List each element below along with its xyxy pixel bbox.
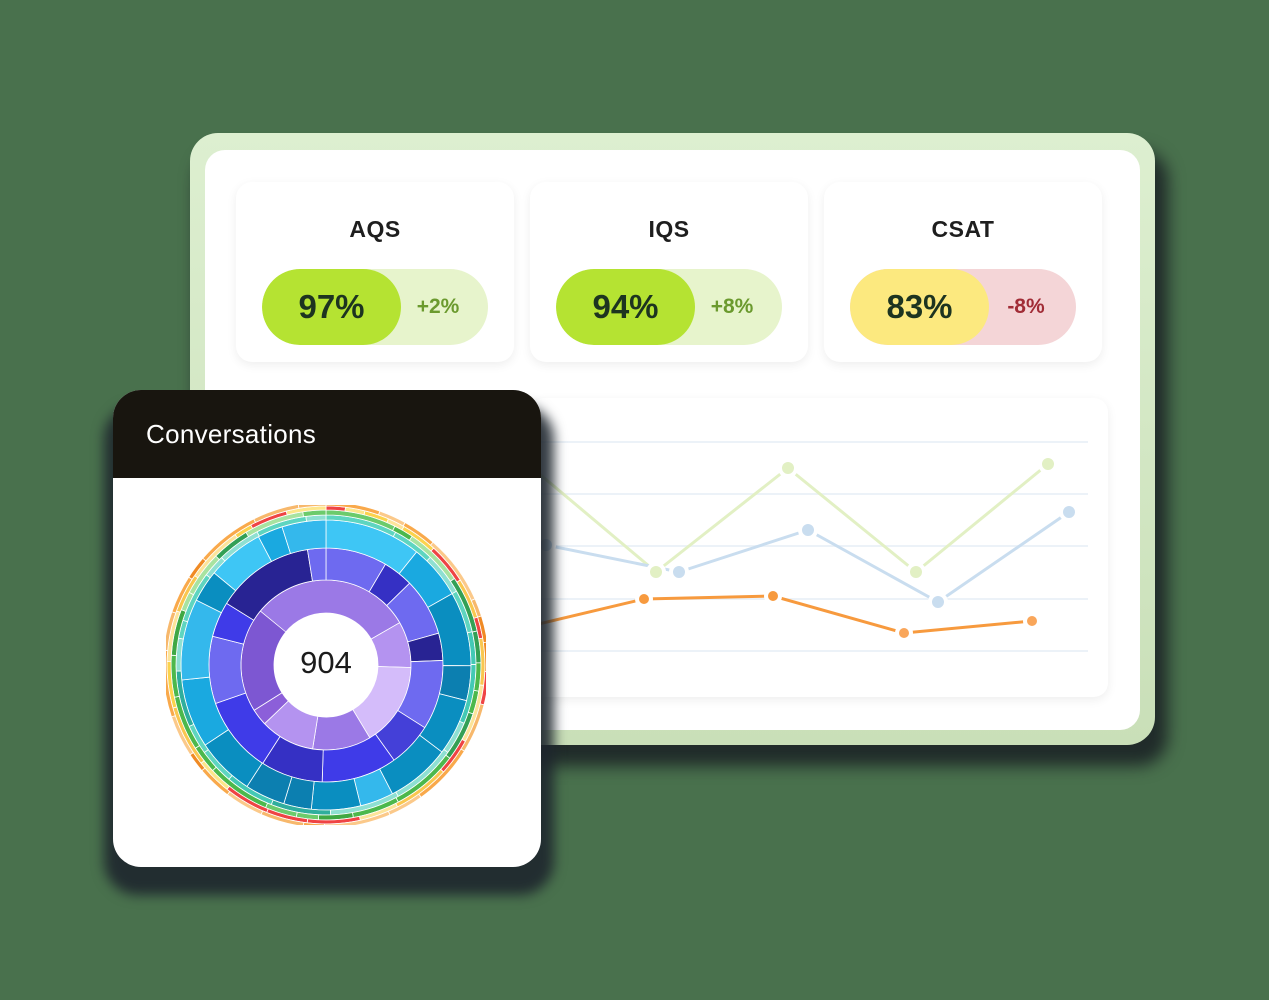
metric-delta: -8% <box>1007 295 1045 318</box>
metric-delta: +2% <box>416 295 460 318</box>
metric-card-csat[interactable]: CSAT -8% 83% <box>824 182 1102 362</box>
metric-delta: +8% <box>710 295 754 318</box>
conversations-title: Conversations <box>146 419 317 449</box>
conversations-header: Conversations <box>113 390 541 478</box>
metric-value: 97% <box>262 269 401 345</box>
metric-value: 94% <box>556 269 695 345</box>
metric-card-aqs[interactable]: AQS +2% 97% <box>236 182 514 362</box>
series-orange-line <box>530 594 1033 635</box>
sunburst-chart[interactable] <box>166 505 486 825</box>
metric-pill: +2% 97% <box>262 269 488 345</box>
conversations-total: 904 <box>300 645 352 680</box>
gridlines <box>530 441 1088 652</box>
metric-label: AQS <box>349 216 401 242</box>
conversations-card[interactable]: Conversations 904 <box>113 390 541 867</box>
line-chart-card <box>530 398 1108 697</box>
metric-value: 83% <box>850 269 989 345</box>
metric-label: IQS <box>648 216 690 242</box>
series-green-line <box>530 462 1049 574</box>
line-chart <box>530 441 1088 652</box>
metric-pill: +8% 94% <box>556 269 782 345</box>
metric-card-iqs[interactable]: IQS +8% 94% <box>530 182 808 362</box>
metric-pill: -8% 83% <box>850 269 1076 345</box>
metric-label: CSAT <box>931 216 995 242</box>
